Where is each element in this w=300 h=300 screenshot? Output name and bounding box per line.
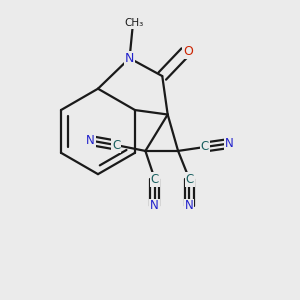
Text: O: O bbox=[183, 45, 193, 58]
Text: N: N bbox=[125, 52, 134, 65]
Text: N: N bbox=[225, 137, 234, 150]
Text: N: N bbox=[185, 200, 194, 212]
Text: N: N bbox=[150, 200, 159, 212]
Text: C: C bbox=[151, 173, 159, 186]
Text: CH₃: CH₃ bbox=[124, 18, 144, 28]
Text: N: N bbox=[86, 134, 95, 147]
Text: C: C bbox=[186, 173, 194, 186]
Text: C: C bbox=[112, 139, 120, 152]
Text: C: C bbox=[201, 140, 209, 153]
